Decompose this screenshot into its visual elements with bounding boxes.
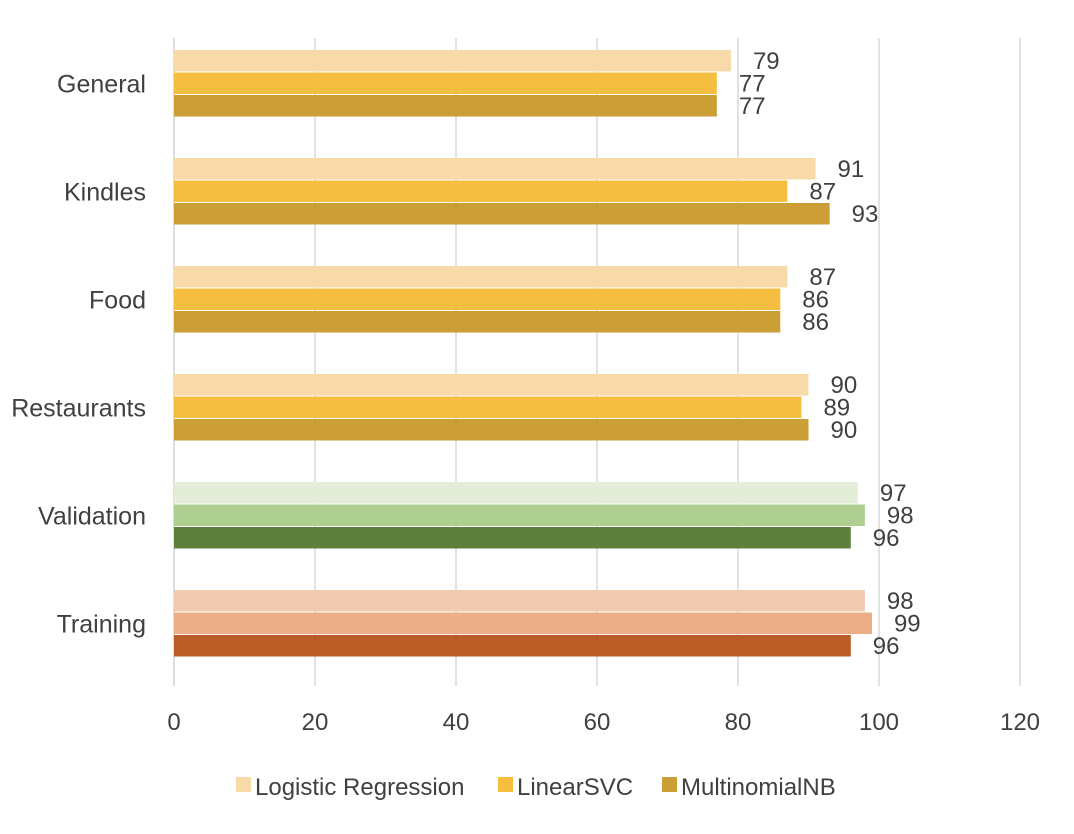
data-label: 77: [739, 70, 766, 97]
category-label-general: General: [57, 70, 146, 98]
bar-logistic-regression-training: [174, 590, 865, 612]
data-label: 97: [880, 480, 907, 507]
legend: Logistic Regression LinearSVC MultinomialN…: [236, 774, 836, 801]
legend-label: LinearSVC: [517, 774, 633, 801]
data-label: 90: [831, 417, 858, 444]
legend-label: MultinomialNB: [681, 774, 836, 801]
category-label-training: Training: [57, 610, 146, 638]
bar-multinomialnb-restaurants: [174, 419, 809, 441]
data-label: 90: [831, 372, 858, 399]
legend-label: Logistic Regression: [255, 774, 464, 801]
data-label: 96: [873, 633, 900, 660]
data-label: 96: [873, 525, 900, 552]
category-label-restaurants: Restaurants: [11, 394, 146, 422]
bar-logistic-regression-general: [174, 50, 731, 72]
bar-logistic-regression-validation: [174, 482, 858, 504]
bar-linearsvc-training: [174, 612, 872, 634]
data-label: 98: [887, 588, 914, 615]
bar-linearsvc-general: [174, 72, 717, 94]
x-tick-label: 60: [584, 709, 611, 736]
data-label: 99: [894, 610, 921, 637]
category-axis: General Kindles Food Restaurants Validation T…: [11, 70, 146, 638]
x-tick-label: 40: [443, 709, 470, 736]
bar-multinomialnb-validation: [174, 527, 851, 549]
bar-linearsvc-restaurants: [174, 396, 802, 418]
data-label: 91: [838, 156, 865, 183]
bar-multinomialnb-general: [174, 95, 717, 117]
category-label-food: Food: [89, 286, 146, 314]
grid: [173, 38, 1021, 686]
value-axis: 0 20 40 60 80 100 120: [167, 709, 1040, 736]
data-label: 86: [802, 286, 829, 313]
x-tick-label: 80: [725, 709, 752, 736]
bar-multinomialnb-kindles: [174, 203, 830, 225]
data-label: 79: [753, 48, 780, 75]
bar-multinomialnb-training: [174, 635, 851, 657]
bar-logistic-regression-kindles: [174, 158, 816, 180]
x-tick-label: 0: [167, 709, 180, 736]
bar-linearsvc-validation: [174, 504, 865, 526]
x-tick-label: 120: [1000, 709, 1040, 736]
data-label: 93: [852, 201, 879, 228]
bar-logistic-regression-restaurants: [174, 374, 809, 396]
legend-swatch: [236, 777, 251, 792]
bar-linearsvc-food: [174, 288, 781, 310]
data-label: 87: [809, 264, 836, 291]
x-tick-label: 100: [859, 709, 899, 736]
data-label: 89: [823, 394, 850, 421]
bars: [174, 50, 872, 657]
bar-linearsvc-kindles: [174, 180, 788, 202]
legend-swatch: [662, 777, 677, 792]
data-label: 98: [887, 502, 914, 529]
x-tick-label: 20: [302, 709, 329, 736]
data-label: 86: [802, 309, 829, 336]
data-label: 87: [809, 178, 836, 205]
legend-swatch: [498, 777, 513, 792]
bar-multinomialnb-food: [174, 311, 781, 333]
category-label-kindles: Kindles: [64, 178, 146, 206]
data-label: 77: [739, 93, 766, 120]
category-label-validation: Validation: [38, 502, 146, 530]
bar-logistic-regression-food: [174, 266, 788, 288]
